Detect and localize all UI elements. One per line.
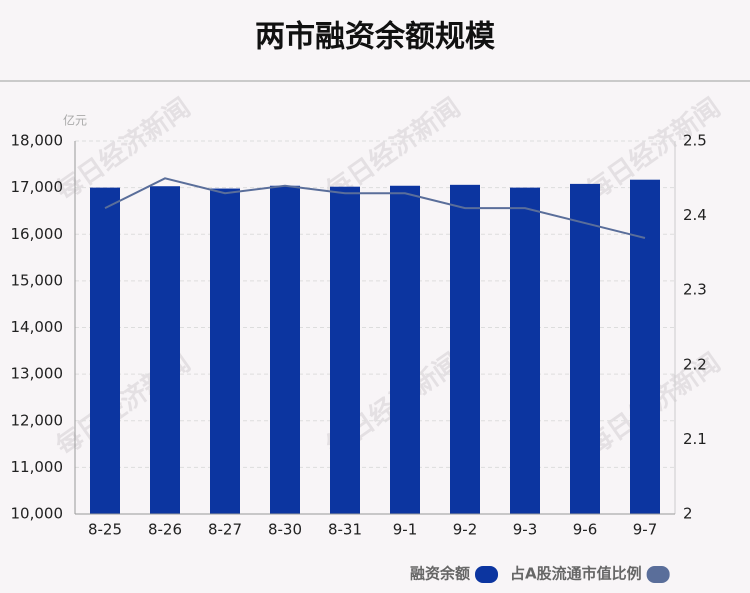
y-tick-label: 16,000 bbox=[11, 225, 64, 243]
legend-label: 占A股流通市值比例 bbox=[510, 565, 642, 583]
x-tick-label: 9-1 bbox=[393, 521, 418, 539]
x-tick-label: 9-7 bbox=[633, 521, 658, 539]
y-tick-label: 17,000 bbox=[11, 178, 64, 196]
y-tick-label: 10,000 bbox=[11, 505, 64, 523]
y2-tick-label: 2 bbox=[683, 505, 693, 523]
x-tick-label: 9-6 bbox=[573, 521, 598, 539]
y2-tick-label: 2.2 bbox=[683, 355, 707, 373]
y2-tick-label: 2.4 bbox=[683, 206, 707, 224]
bar bbox=[330, 186, 360, 514]
bar bbox=[570, 183, 600, 514]
bar bbox=[390, 185, 420, 514]
y-tick-label: 13,000 bbox=[11, 365, 64, 383]
bar bbox=[450, 184, 480, 514]
x-tick-label: 8-30 bbox=[268, 521, 302, 539]
x-tick-label: 9-2 bbox=[453, 521, 478, 539]
chart-title: 两市融资余额规模 bbox=[255, 20, 495, 55]
bar bbox=[90, 187, 120, 514]
y-tick-label: 11,000 bbox=[11, 458, 64, 476]
y2-tick-label: 2.5 bbox=[683, 132, 707, 150]
y2-tick-label: 2.3 bbox=[683, 281, 707, 299]
legend-swatch bbox=[475, 566, 499, 583]
y2-tick-label: 2.1 bbox=[683, 430, 707, 448]
y-tick-label: 12,000 bbox=[11, 411, 64, 429]
bar bbox=[270, 185, 300, 514]
y-tick-label: 15,000 bbox=[11, 271, 64, 289]
x-tick-label: 8-26 bbox=[148, 521, 182, 539]
legend-swatch bbox=[646, 566, 670, 583]
y-unit: 亿元 bbox=[63, 113, 87, 128]
bar bbox=[150, 186, 180, 514]
y-tick-label: 18,000 bbox=[11, 132, 64, 150]
x-tick-label: 8-27 bbox=[208, 521, 242, 539]
x-tick-label: 9-3 bbox=[513, 521, 538, 539]
bar bbox=[510, 187, 540, 514]
x-tick-label: 8-25 bbox=[88, 521, 122, 539]
y-tick-label: 14,000 bbox=[11, 318, 64, 336]
bar bbox=[210, 188, 240, 514]
x-tick-label: 8-31 bbox=[328, 521, 362, 539]
bar bbox=[630, 179, 660, 515]
legend-label: 融资余额 bbox=[410, 565, 470, 583]
line bbox=[104, 177, 646, 239]
